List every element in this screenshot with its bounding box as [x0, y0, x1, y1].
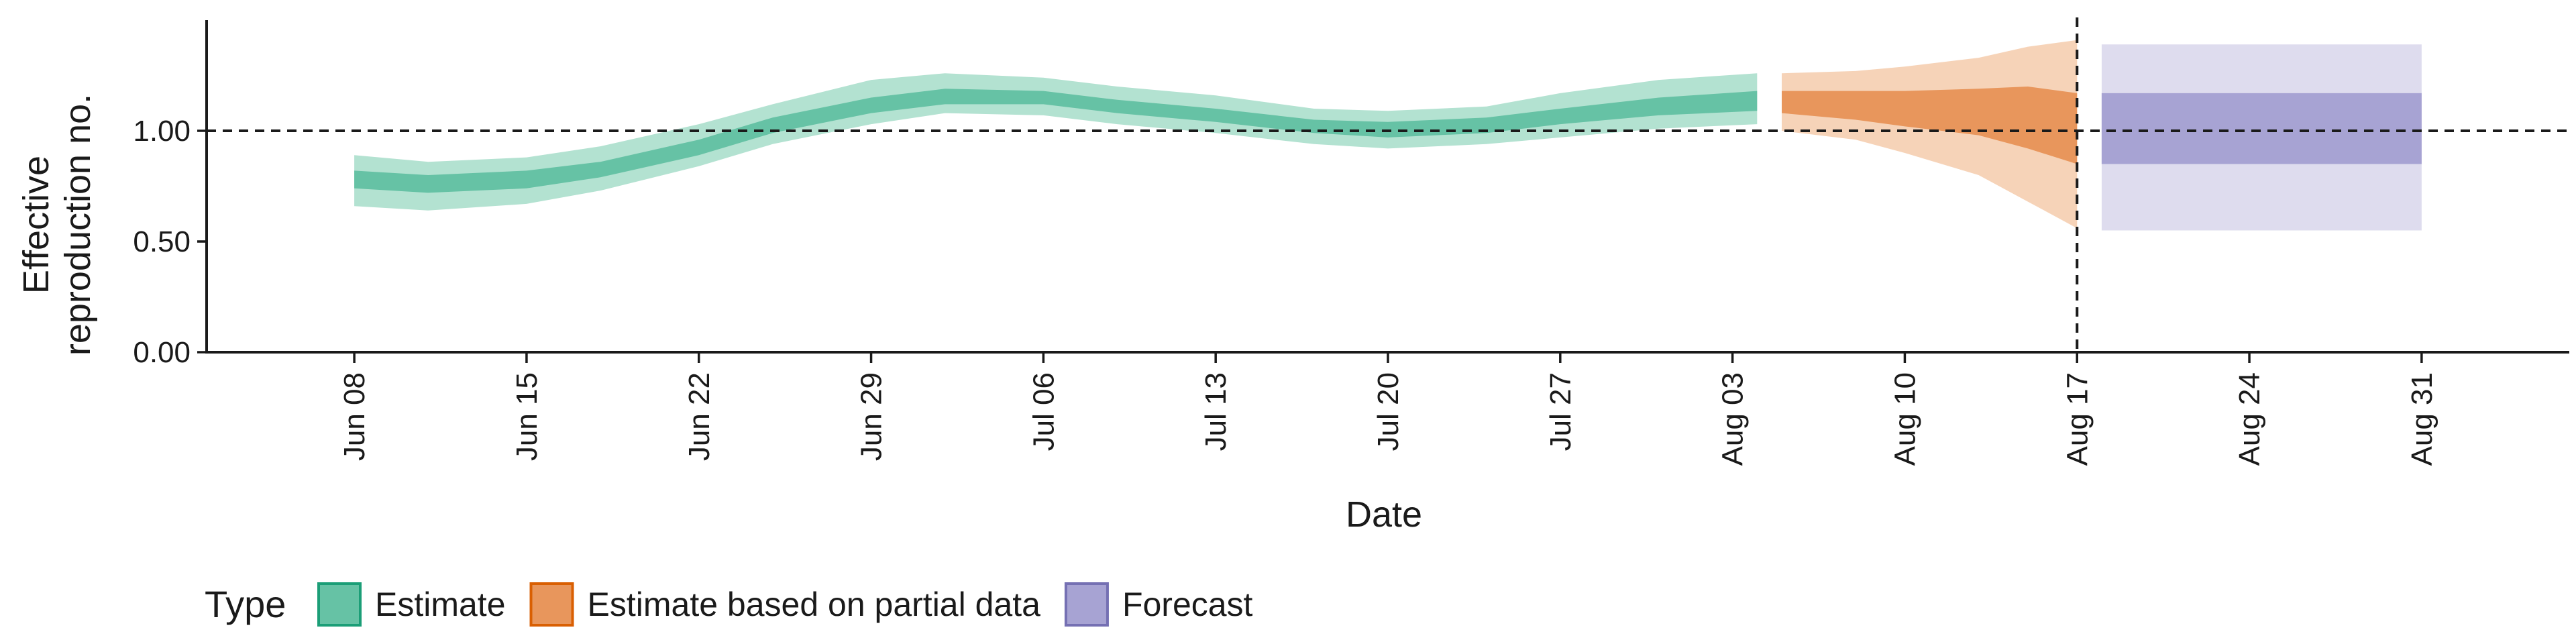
x-tick-label: Jun 22: [683, 372, 716, 461]
legend-title: Type: [205, 583, 286, 625]
x-tick-label: Jul 06: [1027, 372, 1060, 451]
y-tick-label: 0.00: [133, 336, 191, 369]
x-tick-label: Aug 10: [1888, 372, 1921, 466]
estimate-based-on-partial-data-band-50: [1782, 87, 2078, 164]
forecast-band-50: [2101, 93, 2422, 164]
x-tick-label: Aug 17: [2061, 372, 2094, 466]
estimate-based-on-partial-data-band-90: [1782, 40, 2078, 229]
x-tick-label: Jun 15: [511, 372, 543, 461]
x-tick-label: Jul 20: [1372, 372, 1405, 451]
x-tick-label: Aug 24: [2233, 372, 2266, 466]
axes: 0.00 0.50 1.00 Jun 08 Jun 15 Jun 22 Jun 29 Jul …: [133, 20, 2569, 466]
y-tick-label: 1.00: [133, 115, 191, 148]
x-tick-label: Aug 31: [2406, 372, 2438, 466]
legend-key-forecast: [1064, 582, 1109, 627]
x-tick-label: Jul 27: [1544, 372, 1577, 451]
y-axis-title-line-1: Effective: [16, 156, 56, 294]
legend: Type Estimate Estimate based on partial d…: [205, 582, 1253, 627]
legend-label-estimate: Estimate: [375, 586, 506, 623]
legend-label-forecast: Forecast: [1122, 586, 1253, 623]
x-tick-label: Aug 03: [1717, 372, 1750, 466]
y-axis-title-line-2: reproduction no.: [58, 94, 98, 356]
ribbon-layer: [354, 40, 2422, 231]
reference-lines: [207, 17, 2569, 352]
x-tick-label: Jul 13: [1199, 372, 1232, 451]
legend-key-estimate-based-on-partial-data: [529, 582, 574, 627]
x-axis-title: Date: [1346, 494, 1422, 535]
legend-label-estimate-based-on-partial-data: Estimate based on partial data: [588, 586, 1041, 623]
x-tick-label: Jun 08: [338, 372, 371, 461]
y-tick-label: 0.50: [133, 225, 191, 258]
estimate-band-50: [354, 89, 1758, 193]
x-tick-label: Jun 29: [855, 372, 888, 461]
legend-key-estimate: [317, 582, 362, 627]
